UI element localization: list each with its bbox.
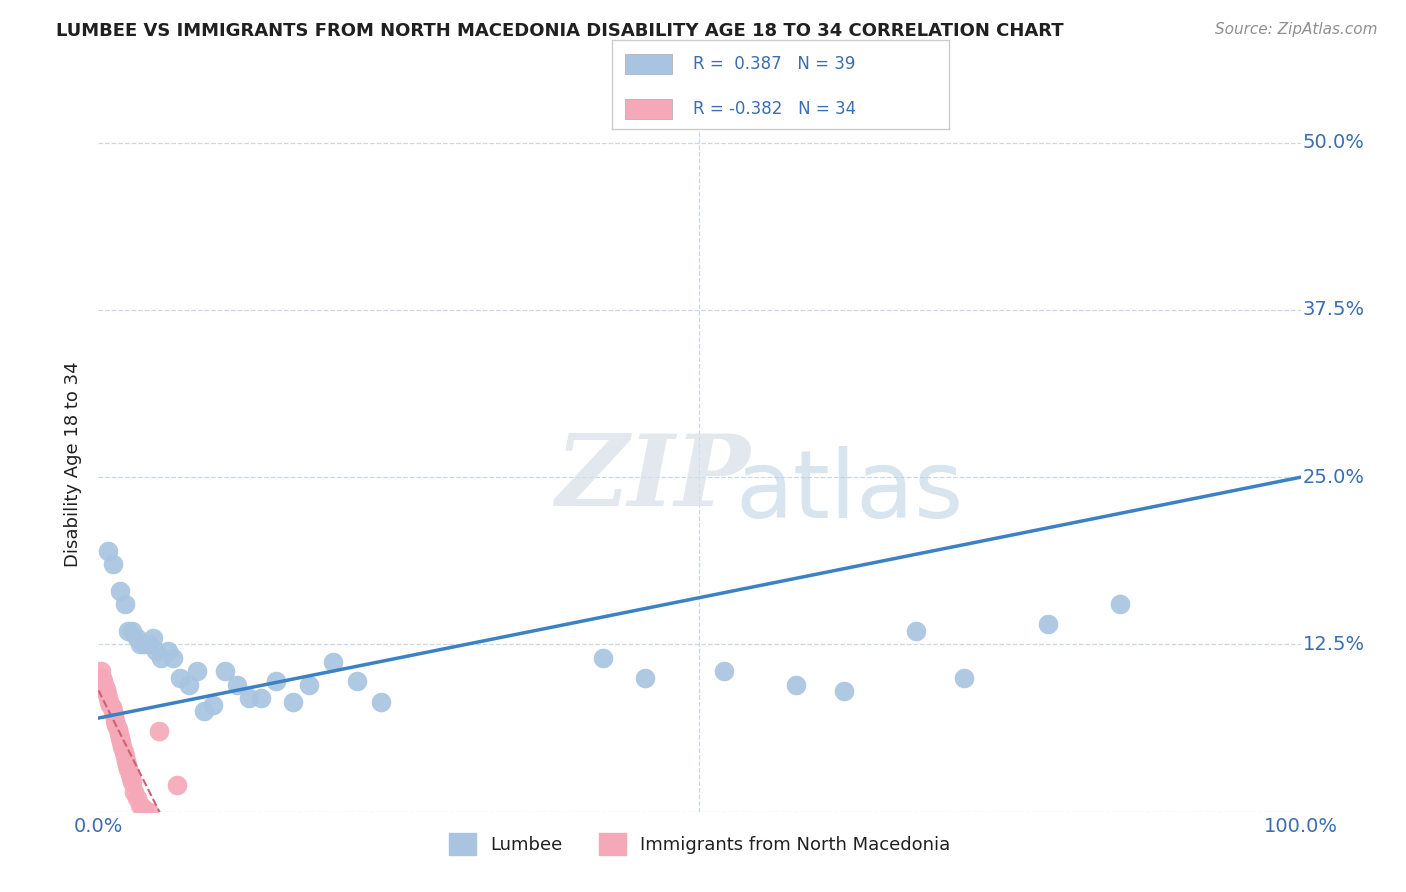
Point	[283, 695, 305, 709]
Point	[177, 678, 200, 692]
Point	[125, 791, 148, 805]
Point	[98, 695, 121, 709]
Point	[298, 678, 321, 692]
Point	[100, 700, 122, 714]
Text: ZIP: ZIP	[555, 430, 751, 526]
Point	[904, 624, 927, 639]
Text: atlas: atlas	[735, 446, 963, 538]
Point	[149, 651, 172, 665]
Point	[94, 681, 117, 696]
Point	[249, 690, 271, 705]
Point	[266, 673, 288, 688]
Text: 37.5%: 37.5%	[1303, 301, 1365, 319]
Text: 50.0%: 50.0%	[1303, 133, 1365, 153]
Point	[148, 724, 170, 739]
Point	[953, 671, 976, 685]
Text: R =  0.387   N = 39: R = 0.387 N = 39	[693, 55, 855, 73]
Point	[201, 698, 224, 712]
Point	[832, 684, 855, 698]
Point	[117, 624, 139, 639]
Point	[166, 778, 188, 792]
Point	[97, 690, 120, 705]
Point	[93, 678, 115, 692]
Text: LUMBEE VS IMMIGRANTS FROM NORTH MACEDONIA DISABILITY AGE 18 TO 34 CORRELATION CH: LUMBEE VS IMMIGRANTS FROM NORTH MACEDONI…	[56, 22, 1064, 40]
Point	[138, 637, 160, 651]
Point	[101, 705, 124, 719]
Point	[111, 740, 134, 755]
Point	[138, 805, 160, 819]
Point	[104, 714, 127, 728]
Point	[105, 717, 128, 731]
Point	[141, 631, 163, 645]
Point	[108, 584, 131, 599]
Point	[145, 644, 167, 658]
Point	[132, 637, 155, 651]
Point	[125, 631, 148, 645]
Bar	[626, 54, 672, 74]
Point	[120, 771, 142, 786]
Point	[592, 651, 614, 665]
Point	[225, 678, 247, 692]
Point	[193, 705, 215, 719]
Point	[1109, 598, 1132, 612]
Point	[110, 735, 132, 749]
Point	[108, 727, 131, 741]
Point	[112, 744, 135, 758]
Text: Source: ZipAtlas.com: Source: ZipAtlas.com	[1215, 22, 1378, 37]
Text: 12.5%: 12.5%	[1303, 635, 1365, 654]
Point	[186, 664, 208, 679]
Point	[634, 671, 657, 685]
Point	[785, 678, 807, 692]
Point	[214, 664, 236, 679]
Point	[121, 624, 143, 639]
Point	[129, 637, 152, 651]
Point	[124, 785, 146, 799]
Y-axis label: Disability Age 18 to 34: Disability Age 18 to 34	[65, 361, 83, 566]
Point	[107, 722, 129, 736]
Text: 25.0%: 25.0%	[1303, 467, 1365, 487]
Point	[90, 664, 112, 679]
Point	[157, 644, 180, 658]
Point	[114, 598, 136, 612]
Point	[346, 673, 368, 688]
Point	[103, 708, 125, 723]
Point	[713, 664, 735, 679]
Point	[118, 767, 141, 781]
Point	[114, 748, 136, 763]
Point	[169, 671, 191, 685]
Point	[370, 695, 392, 709]
Point	[238, 690, 260, 705]
Point	[117, 762, 139, 776]
Point	[100, 698, 122, 712]
Point	[162, 651, 184, 665]
Point	[121, 775, 143, 789]
Point	[101, 557, 124, 572]
Legend: Lumbee, Immigrants from North Macedonia: Lumbee, Immigrants from North Macedonia	[441, 825, 957, 862]
Point	[96, 687, 118, 701]
Point	[322, 655, 344, 669]
Point	[115, 754, 138, 768]
Point	[91, 671, 114, 685]
Point	[117, 758, 139, 772]
Point	[1036, 617, 1059, 632]
Point	[108, 731, 131, 746]
Point	[129, 797, 152, 812]
Point	[97, 544, 120, 558]
Point	[132, 802, 155, 816]
Text: R = -0.382   N = 34: R = -0.382 N = 34	[693, 100, 856, 118]
Point	[91, 673, 114, 688]
Bar	[626, 99, 672, 119]
